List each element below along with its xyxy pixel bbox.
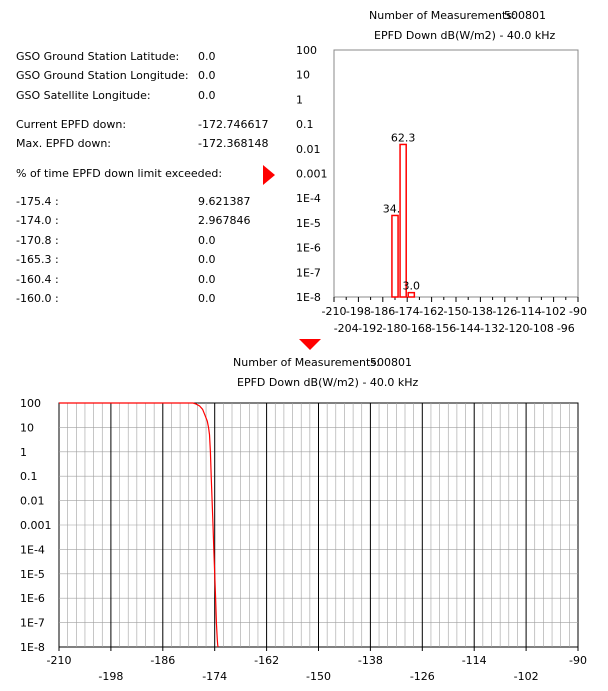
- cdf-series-line: [59, 402, 219, 648]
- limit-label: -175.4 :: [16, 195, 59, 208]
- cdf-measurements-value: 500801: [370, 356, 412, 369]
- cdf-y-tick-label: 1: [20, 446, 27, 459]
- limit-label: -160.0 :: [16, 292, 59, 305]
- info-label-current-epfd: Current EPFD down:: [16, 118, 127, 131]
- cdf-y-tick-label: 0.1: [20, 470, 38, 483]
- arrow-right-icon: [263, 165, 275, 185]
- cdf-x-tick-label: -114: [462, 654, 487, 667]
- histogram-y-tick-label: 0.01: [296, 143, 321, 156]
- histogram-y-tick-label: 1: [296, 93, 303, 106]
- limit-label: -160.4 :: [16, 273, 59, 286]
- histogram-y-tick-label: 1E-7: [296, 266, 321, 279]
- cdf-y-tick-label: 1E-8: [20, 641, 45, 654]
- cdf-x-tick-label: -138: [358, 654, 383, 667]
- cdf-x-tick-label: -162: [254, 654, 279, 667]
- histogram-x-tick-label: -108: [529, 322, 554, 335]
- limit-label: -170.8 :: [16, 234, 59, 247]
- cdf-x-tick-label: -150: [306, 670, 331, 683]
- info-value-max-epfd: -172.368148: [198, 137, 269, 150]
- histogram-measurements-label: Number of Measurements:: [369, 9, 516, 22]
- histogram-x-tick-label: -126: [492, 305, 517, 318]
- histogram-x-tick-label: -102: [541, 305, 566, 318]
- cdf-x-tick-label: -174: [202, 670, 227, 683]
- histogram-bar-label: 62.3: [391, 131, 416, 144]
- histogram-y-tick-label: 1E-8: [296, 291, 321, 304]
- histogram-y-tick-label: 10: [296, 69, 310, 82]
- cdf-title: EPFD Down dB(W/m2) - 40.0 kHz: [237, 376, 419, 389]
- info-label-max-epfd: Max. EPFD down:: [16, 137, 111, 150]
- histogram-measurements-value: 500801: [504, 9, 546, 22]
- histogram-y-tick-label: 1E-6: [296, 242, 321, 255]
- info-value-latitude: 0.0: [198, 50, 216, 63]
- histogram-y-tick-label: 0.1: [296, 118, 314, 131]
- histogram-x-tick-label: -144: [456, 322, 481, 335]
- limit-label: -174.0 :: [16, 214, 59, 227]
- cdf-y-tick-label: 0.01: [20, 495, 45, 508]
- histogram-bar: [391, 214, 399, 298]
- histogram-x-tick-label: -210: [322, 305, 347, 318]
- cdf-y-tick-label: 0.001: [20, 519, 52, 532]
- limit-value: 9.621387: [198, 195, 251, 208]
- limit-value: 0.0: [198, 273, 216, 286]
- histogram-x-tick-label: -198: [346, 305, 371, 318]
- histogram-x-tick-label: -168: [407, 322, 432, 335]
- cdf-x-tick-label: -198: [98, 670, 123, 683]
- histogram-x-tick-label: -162: [419, 305, 444, 318]
- histogram-x-tick-label: -192: [358, 322, 383, 335]
- histogram-x-tick-label: -186: [370, 305, 395, 318]
- histogram-x-tick-label: -96: [557, 322, 575, 335]
- arrow-down-icon: [299, 339, 321, 350]
- info-label-latitude: GSO Ground Station Latitude:: [16, 50, 180, 63]
- limit-label: -165.3 :: [16, 253, 59, 266]
- histogram-plot-area: [333, 49, 579, 298]
- histogram-y-tick-label: 0.001: [296, 168, 328, 181]
- cdf-x-tick-label: -186: [150, 654, 175, 667]
- cdf-y-tick-label: 1E-5: [20, 568, 45, 581]
- limit-value: 0.0: [198, 292, 216, 305]
- limit-value: 0.0: [198, 234, 216, 247]
- info-label-satellite-longitude: GSO Satellite Longitude:: [16, 89, 151, 102]
- cdf-y-tick-label: 1E-7: [20, 617, 45, 630]
- histogram-y-tick-label: 1E-4: [296, 192, 321, 205]
- histogram-x-tick-label: -114: [517, 305, 542, 318]
- info-value-satellite-longitude: 0.0: [198, 89, 216, 102]
- histogram-x-tick-label: -120: [505, 322, 530, 335]
- cdf-x-tick-label: -126: [410, 670, 435, 683]
- info-value-longitude: 0.0: [198, 69, 216, 82]
- histogram-x-tick-label: -204: [334, 322, 359, 335]
- info-label-longitude: GSO Ground Station Longitude:: [16, 69, 189, 82]
- cdf-y-tick-label: 10: [20, 421, 34, 434]
- exceeded-header: % of time EPFD down limit exceeded:: [16, 167, 223, 180]
- cdf-x-tick-label: -210: [47, 654, 72, 667]
- cdf-x-tick-label: -102: [514, 670, 539, 683]
- histogram-x-tick-label: -180: [383, 322, 408, 335]
- histogram-y-tick-label: 100: [296, 44, 317, 57]
- cdf-x-tick-label: -90: [569, 654, 587, 667]
- cdf-measurements-label: Number of Measurements:: [233, 356, 380, 369]
- histogram-x-tick-label: -132: [480, 322, 505, 335]
- histogram-x-tick-label: -150: [444, 305, 469, 318]
- info-value-current-epfd: -172.746617: [198, 118, 269, 131]
- limit-value: 2.967846: [198, 214, 251, 227]
- histogram-bar: [407, 291, 416, 298]
- histogram-bar-label: 3.0: [403, 280, 421, 293]
- cdf-y-tick-label: 100: [20, 397, 41, 410]
- cdf-y-tick-label: 1E-6: [20, 592, 45, 605]
- histogram-x-tick-label: -174: [395, 305, 420, 318]
- histogram-x-tick-label: -138: [468, 305, 493, 318]
- limit-value: 0.0: [198, 253, 216, 266]
- histogram-x-tick-label: -90: [569, 305, 587, 318]
- histogram-title: EPFD Down dB(W/m2) - 40.0 kHz: [374, 29, 556, 42]
- histogram-bar: [399, 143, 407, 298]
- histogram-y-tick-label: 1E-5: [296, 217, 321, 230]
- cdf-y-tick-label: 1E-4: [20, 543, 45, 556]
- histogram-x-tick-label: -156: [431, 322, 456, 335]
